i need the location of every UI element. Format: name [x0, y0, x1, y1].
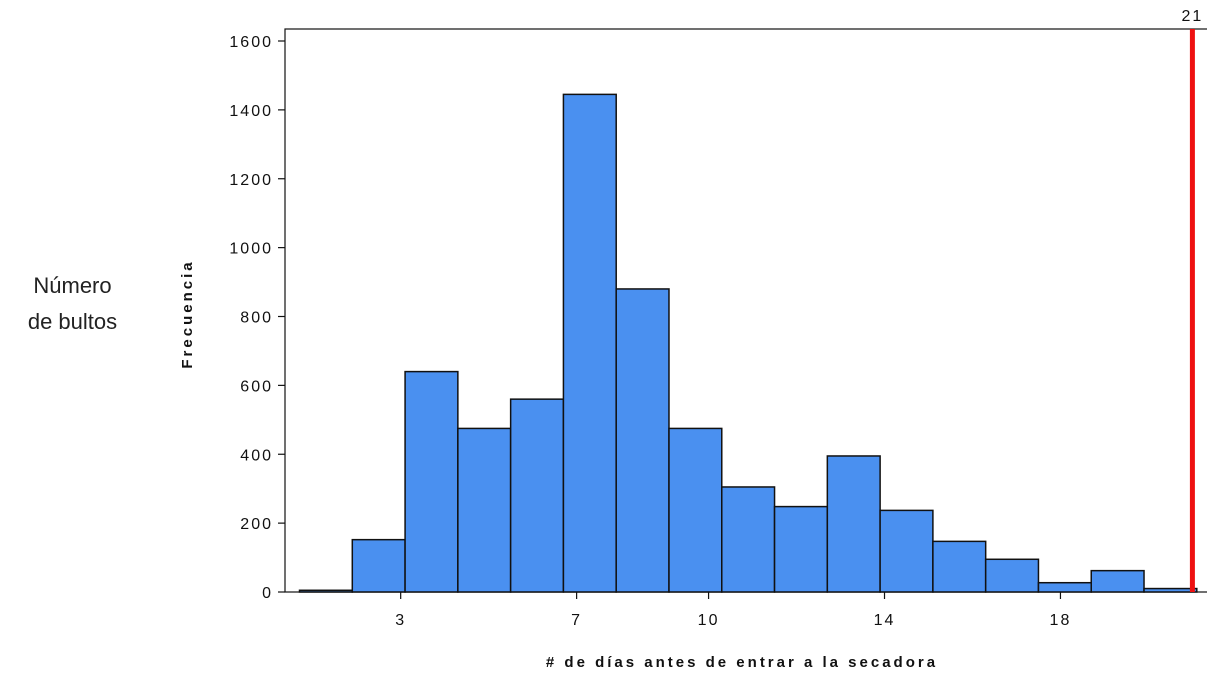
- y-tick-label: 1600: [229, 34, 273, 51]
- histogram-bar: [1090, 569, 1145, 593]
- histogram-bar: [615, 288, 670, 593]
- x-tick-label: 3: [395, 612, 406, 629]
- bars-group: [298, 93, 1198, 593]
- histogram-bar: [404, 370, 459, 593]
- histogram-bar: [984, 558, 1040, 593]
- y-axis: 0 200 400 600 800 1000 1200 1400 1600: [229, 34, 285, 602]
- histogram-bar: [351, 538, 406, 593]
- histogram-bar: [562, 93, 617, 593]
- histogram-bar: [826, 455, 881, 593]
- histogram-bar: [879, 509, 934, 593]
- x-tick-label: 10: [698, 612, 720, 629]
- reference-line-label: 21: [1182, 8, 1204, 25]
- histogram-bar: [773, 505, 829, 593]
- y-tick-label: 1000: [229, 241, 273, 258]
- histogram-bar: [1037, 581, 1092, 593]
- y-tick-label: 1400: [229, 103, 273, 120]
- y-tick-label: 600: [240, 378, 273, 395]
- y-tick-label: 0: [262, 585, 273, 602]
- x-axis-title: # de días antes de entrar a la secadora: [546, 654, 938, 671]
- histogram-bar: [1143, 587, 1198, 593]
- side-label-line1: Número: [33, 273, 112, 298]
- y-tick-label: 1200: [229, 172, 273, 189]
- y-tick-label: 200: [240, 516, 273, 533]
- histogram-bar: [932, 540, 987, 593]
- x-axis: 3 7 10 14 18: [395, 592, 1072, 629]
- side-label-line2: de bultos: [27, 309, 118, 334]
- histogram-bar: [509, 398, 565, 593]
- y-tick-label: 400: [240, 447, 273, 464]
- histogram-bar: [457, 427, 512, 593]
- histogram-bar: [668, 427, 723, 593]
- reference-line-group: 21: [1182, 8, 1204, 592]
- y-tick-label: 800: [240, 310, 273, 327]
- x-tick-label: 14: [874, 612, 896, 629]
- x-tick-label: 18: [1050, 612, 1072, 629]
- x-tick-label: 7: [571, 612, 582, 629]
- y-axis-title: Frecuencia: [179, 259, 196, 368]
- histogram-bar: [298, 589, 354, 593]
- histogram-bar: [721, 486, 776, 593]
- side-label: Número de bultos: [0, 268, 145, 340]
